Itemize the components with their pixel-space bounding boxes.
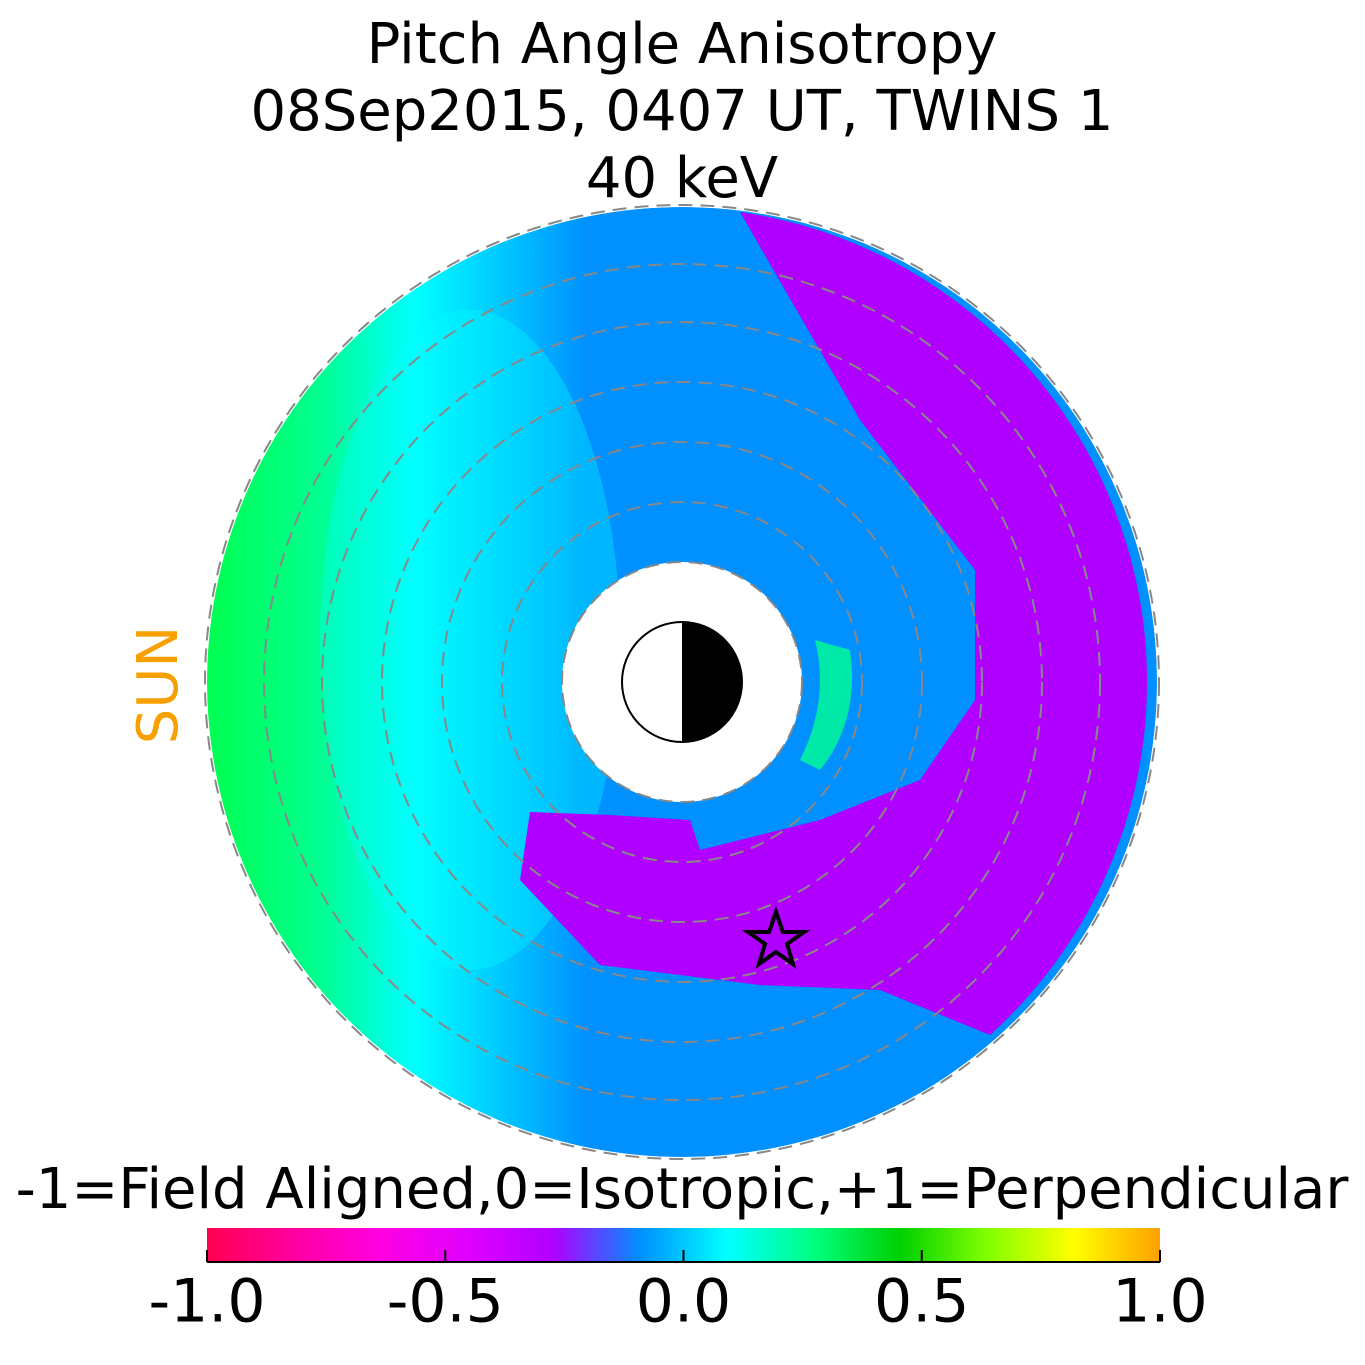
colorbar-tick-label: 0.0 xyxy=(636,1267,731,1337)
perpendicular-region xyxy=(520,212,1148,1035)
colorbar-tick-label: -1.0 xyxy=(148,1267,265,1337)
chart-title: Pitch Angle Anisotropy xyxy=(367,12,998,77)
colorbar-tick-label: 1.0 xyxy=(1112,1267,1207,1337)
sun-label: SUN xyxy=(126,626,191,744)
map-band xyxy=(800,640,852,770)
map-band xyxy=(320,310,620,970)
distance-circles xyxy=(204,204,1160,1160)
colorbar-tick-label: 0.5 xyxy=(874,1267,969,1337)
earth-night xyxy=(682,622,742,742)
chart-subtitle: 08Sep2015, 0407 UT, TWINS 1 xyxy=(251,79,1114,144)
colorbar-tick-label: -0.5 xyxy=(387,1267,504,1337)
energy-label: 40 keV xyxy=(586,146,778,211)
colorbar-label: -1=Field Aligned,0=Isotropic,+1=Perpendi… xyxy=(16,1157,1350,1222)
satellite-star xyxy=(741,905,811,969)
